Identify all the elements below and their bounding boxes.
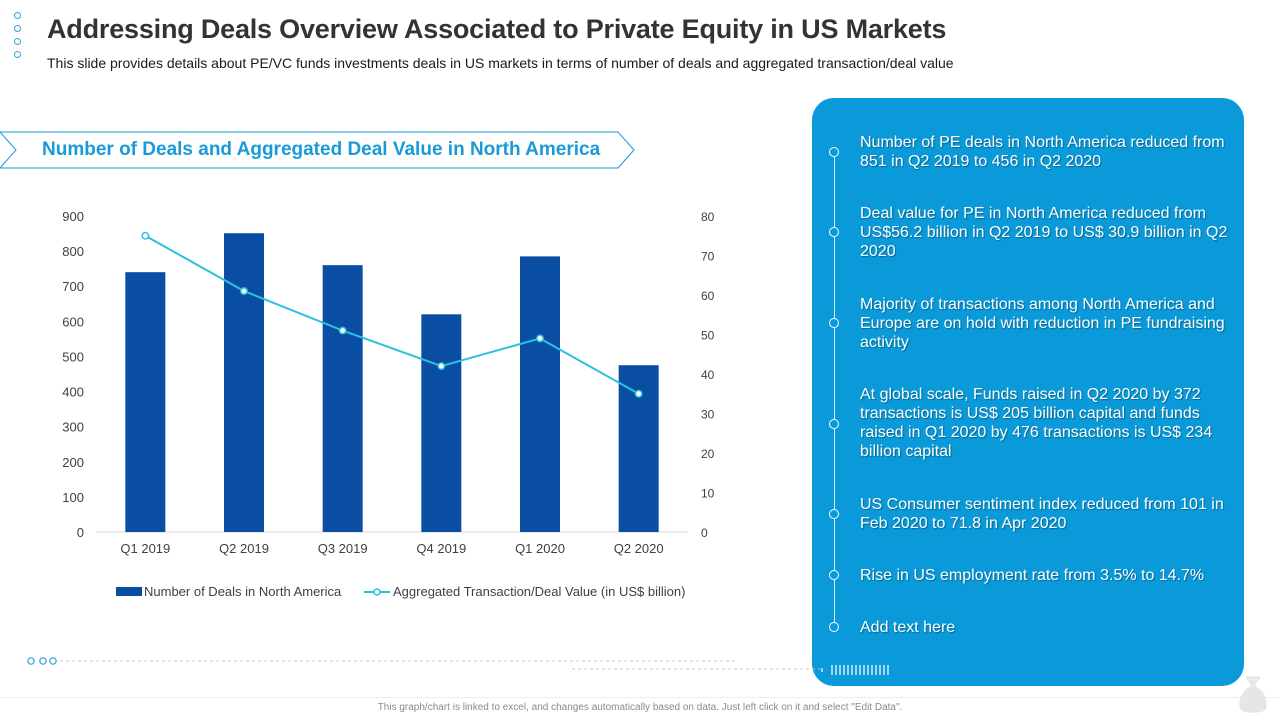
legend-line-label: Aggregated Transaction/Deal Value (in US… xyxy=(393,584,685,599)
left-tick-label: 800 xyxy=(62,244,84,259)
timeline-dot xyxy=(829,227,839,237)
insight-item: At global scale, Funds raised in Q2 2020… xyxy=(860,386,1213,460)
legend-bar-label: Number of Deals in North America xyxy=(144,584,342,599)
line-series xyxy=(141,231,643,398)
timeline-dot xyxy=(829,419,839,429)
left-tick-label: 500 xyxy=(62,349,84,364)
legend-line-marker xyxy=(373,588,381,596)
insight-item: US Consumer sentiment index reduced from… xyxy=(860,496,1224,532)
left-tick-label: 400 xyxy=(62,385,84,400)
deals-chart[interactable]: 0 100 200 300 400 500 600 700 800 900 0 10 20 30 40 50… xyxy=(0,190,760,620)
x-tick-label: Q1 2020 xyxy=(515,541,565,556)
x-axis-labels: Q1 2019 Q2 2019 Q3 2019 Q4 2019 Q1 2020 Q2 20… xyxy=(120,541,663,556)
legend-bar-swatch xyxy=(116,587,142,596)
insight-item: Majority of transactions among North Ame… xyxy=(860,296,1225,351)
decorative-dots xyxy=(14,12,22,64)
bar xyxy=(322,265,363,532)
timeline-dot xyxy=(829,509,839,519)
line-point xyxy=(634,389,643,398)
section-banner xyxy=(0,131,635,169)
left-tick-label: 700 xyxy=(62,279,84,294)
bar xyxy=(421,314,462,532)
timeline-dot xyxy=(829,318,839,328)
bar-series xyxy=(125,233,659,532)
footer-divider xyxy=(0,697,1280,698)
decorative-line xyxy=(27,657,820,670)
timeline-dot xyxy=(829,570,839,580)
left-axis: 0 100 200 300 400 500 600 700 800 900 xyxy=(62,209,84,540)
right-tick-label: 50 xyxy=(701,329,715,343)
left-tick-label: 600 xyxy=(62,314,84,329)
left-tick-label: 300 xyxy=(62,420,84,435)
footer-note: This graph/chart is linked to excel, and… xyxy=(377,702,903,713)
left-tick-label: 900 xyxy=(62,209,84,224)
x-tick-label: Q2 2020 xyxy=(614,541,664,556)
right-tick-label: 40 xyxy=(701,368,715,382)
insights-panel xyxy=(812,98,1244,686)
bar xyxy=(224,233,264,532)
timeline-dot xyxy=(829,147,839,157)
bar xyxy=(520,256,560,532)
left-tick-label: 200 xyxy=(62,455,84,470)
bar xyxy=(125,272,166,532)
right-tick-label: 60 xyxy=(701,289,715,303)
right-tick-label: 80 xyxy=(701,210,715,224)
x-tick-label: Q3 2019 xyxy=(318,541,368,556)
left-tick-label: 0 xyxy=(77,525,84,540)
insight-item: Add text here xyxy=(860,619,956,636)
page-title: Addressing Deals Overview Associated to … xyxy=(47,14,947,44)
line-point xyxy=(536,334,544,343)
right-tick-label: 0 xyxy=(701,526,708,540)
timeline-dot xyxy=(829,622,839,632)
left-tick-label: 100 xyxy=(62,490,84,505)
right-tick-label: 10 xyxy=(701,487,715,501)
chart-legend: Number of Deals in North America Aggregat… xyxy=(116,584,685,599)
chart-section-title: Number of Deals and Aggregated Deal Valu… xyxy=(42,139,601,160)
line-point xyxy=(141,231,150,240)
line-point xyxy=(338,326,347,335)
insight-item: Number of PE deals in North America redu… xyxy=(860,134,1225,170)
x-tick-label: Q1 2019 xyxy=(120,541,170,556)
insight-item: Rise in US employment rate from 3.5% to … xyxy=(860,567,1205,584)
right-tick-label: 30 xyxy=(701,408,715,422)
right-tick-label: 20 xyxy=(701,447,715,461)
series-line xyxy=(144,234,640,395)
decorative-ticks xyxy=(821,665,889,675)
x-tick-label: Q2 2019 xyxy=(219,541,269,556)
timeline-line xyxy=(834,150,835,628)
right-tick-label: 70 xyxy=(701,250,715,264)
line-point xyxy=(437,362,446,371)
line-point xyxy=(240,287,248,296)
money-bag-icon xyxy=(1239,676,1267,713)
insight-item: Deal value for PE in North America reduc… xyxy=(860,205,1228,260)
page-subtitle: This slide provides details about PE/VC … xyxy=(47,55,954,71)
right-axis: 0 10 20 30 40 50 60 70 80 xyxy=(701,210,715,540)
x-tick-label: Q4 2019 xyxy=(416,541,466,556)
